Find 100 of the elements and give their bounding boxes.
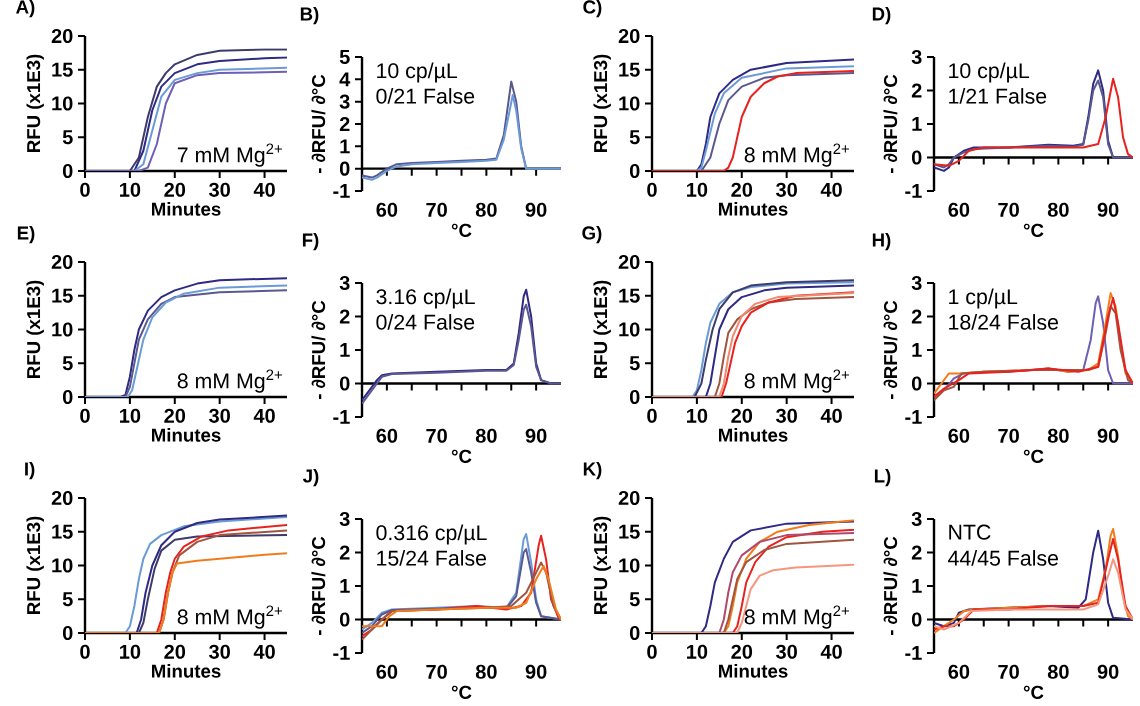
x-tick-label: 10	[120, 644, 141, 659]
annotation: 44/45 False	[948, 550, 1059, 566]
annotation: 18/24 False	[949, 314, 1059, 330]
y-tick-label: 10	[52, 322, 73, 337]
x-axis-title: °C	[1023, 685, 1044, 699]
y-tick-label: 3	[911, 511, 922, 527]
x-tick-label: 40	[253, 644, 275, 659]
x-tick-label: 0	[647, 408, 657, 423]
y-tick-label: 15	[619, 62, 640, 77]
x-tick-label: 40	[820, 182, 842, 197]
x-tick-label: 20	[164, 644, 186, 659]
y-axis-title: - ∂RFU/ ∂°C	[311, 300, 326, 400]
x-tick-label: 60	[948, 664, 970, 679]
x-tick-label: 40	[820, 408, 842, 423]
x-tick-label: 10	[687, 408, 708, 423]
annotation: 15/24 False	[377, 550, 487, 566]
y-tick-label: 10	[52, 96, 73, 111]
x-tick-label: 10	[687, 644, 708, 659]
x-tick-label: 30	[209, 408, 230, 423]
x-tick-label: 10	[120, 182, 141, 197]
y-tick-label: 5	[339, 50, 350, 64]
y-axis-title: RFU (x1E3)	[26, 280, 44, 379]
y-tick-label: 5	[62, 130, 73, 145]
y-tick-label: 20	[51, 490, 73, 506]
x-tick-label: 70	[998, 428, 1019, 443]
x-axis-title: °C	[1023, 449, 1044, 463]
x-axis-title: °C	[451, 685, 472, 699]
y-tick-label: 3	[339, 511, 350, 527]
y-tick-label: 1	[340, 343, 350, 357]
y-axis-title: RFU (x1E3)	[26, 54, 44, 153]
x-tick-label: 90	[1097, 202, 1119, 217]
y-tick-label: 0	[62, 389, 73, 405]
chart-title: D)	[872, 6, 891, 25]
x-axis-title: °C	[451, 449, 472, 463]
y-tick-label: 20	[618, 254, 640, 270]
x-tick-label: 90	[525, 202, 547, 217]
annotation: 3.16 cp/µL	[376, 288, 475, 309]
x-tick-label: 70	[426, 202, 447, 217]
y-axis-title: RFU (x1E3)	[593, 516, 611, 615]
x-tick-label: 30	[776, 182, 797, 197]
y-tick-label: 5	[629, 130, 640, 145]
y-tick-label: 5	[629, 356, 640, 371]
x-tick-label: 20	[164, 408, 186, 423]
y-tick-label: 0	[62, 163, 73, 179]
y-tick-label: 5	[62, 592, 73, 607]
x-tick-label: 30	[776, 644, 797, 659]
annotation: 0/24 False	[376, 314, 475, 330]
x-tick-label: 20	[731, 182, 753, 197]
x-tick-label: 10	[120, 408, 141, 423]
y-tick-label: 2	[339, 545, 350, 560]
x-axis-title: Minutes	[718, 428, 788, 442]
y-tick-label: 2	[911, 83, 922, 98]
annotation: 10 cp/µL	[949, 62, 1030, 83]
annotation: 8 mM Mg$^{2+}$	[177, 605, 282, 629]
x-tick-label: 0	[647, 182, 657, 197]
x-axis-title: Minutes	[152, 664, 221, 678]
chart-title: L)	[874, 468, 891, 487]
y-axis-title: - ∂RFU/ ∂°C	[883, 536, 898, 636]
y-axis-title: - ∂RFU/ ∂°C	[883, 300, 898, 400]
x-tick-label: 80	[1047, 664, 1069, 679]
y-tick-label: 0	[339, 612, 350, 627]
x-tick-label: 70	[998, 202, 1019, 217]
y-tick-label: 10	[619, 558, 640, 573]
x-axis-title: Minutes	[718, 664, 788, 678]
chart-title: A)	[16, 0, 35, 18]
y-tick-label: 15	[52, 62, 73, 77]
x-tick-label: 0	[80, 408, 90, 423]
y-tick-label: 1	[340, 579, 350, 593]
y-tick-label: 0	[629, 163, 640, 179]
y-tick-label: 3	[339, 275, 350, 291]
y-tick-label: -1	[333, 646, 350, 660]
annotation: 8 mM Mg$^{2+}$	[177, 369, 282, 393]
y-axis-title: - ∂RFU/ ∂°C	[883, 74, 898, 174]
y-tick-label: 3	[911, 275, 922, 291]
annotation: 1/21 False	[949, 88, 1047, 104]
y-tick-label: 5	[62, 356, 73, 371]
x-tick-label: 20	[731, 408, 753, 423]
y-tick-label: 2	[911, 309, 922, 324]
y-tick-label: 10	[619, 96, 640, 111]
x-tick-label: 60	[376, 664, 398, 679]
annotation: 1 cp/µL	[949, 288, 1018, 309]
y-tick-label: 2	[911, 545, 922, 560]
y-tick-label: 2	[339, 309, 350, 324]
y-axis-title: - ∂RFU/ ∂°C	[311, 74, 326, 174]
x-tick-label: 40	[253, 182, 275, 197]
chart-title: C)	[583, 0, 602, 18]
y-tick-label: 0	[911, 376, 922, 391]
x-tick-label: 70	[426, 664, 447, 679]
chart-title: E)	[17, 225, 35, 244]
x-tick-label: 0	[647, 644, 657, 659]
y-tick-label: 5	[629, 592, 640, 607]
annotation: 8 mM Mg$^{2+}$	[744, 369, 849, 393]
x-axis-title: Minutes	[152, 202, 221, 216]
y-tick-label: 3	[339, 94, 350, 109]
x-tick-label: 20	[731, 644, 753, 659]
x-axis-title: °C	[1023, 223, 1044, 237]
y-tick-label: 20	[618, 28, 640, 44]
y-tick-label: 4	[339, 72, 351, 87]
x-tick-label: 20	[164, 182, 186, 197]
annotation: NTC	[949, 524, 991, 540]
